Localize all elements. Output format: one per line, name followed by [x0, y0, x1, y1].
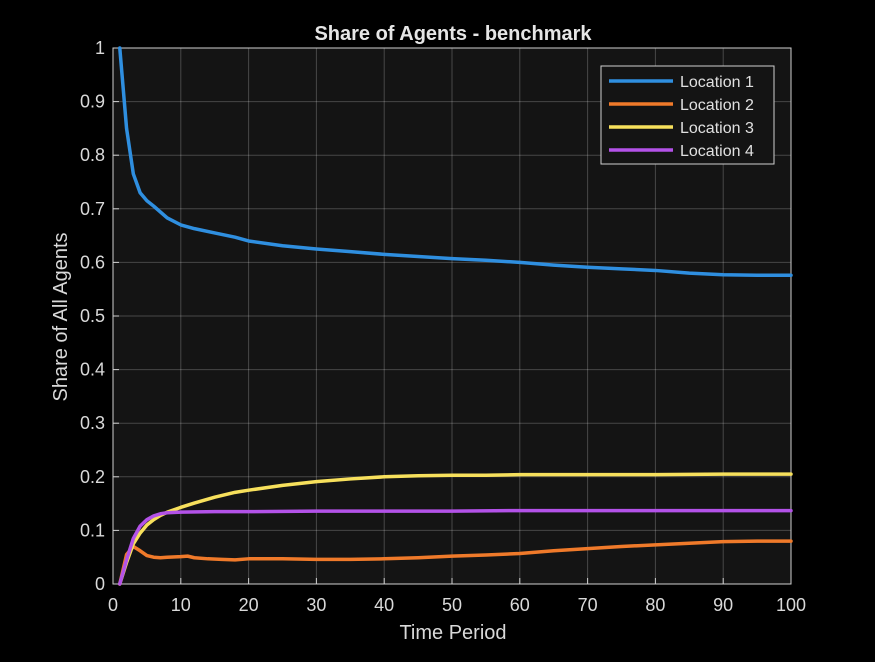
- x-axis-label: Time Period: [399, 622, 506, 644]
- y-tick-label: 0.7: [80, 199, 105, 219]
- y-tick-label: 0.8: [80, 145, 105, 165]
- x-tick-label: 10: [171, 595, 191, 615]
- y-tick-label: 0.3: [80, 413, 105, 433]
- y-tick-label: 1: [95, 38, 105, 58]
- x-tick-label: 30: [306, 595, 326, 615]
- x-tick-label: 60: [510, 595, 530, 615]
- y-axis-label: Share of All Agents: [50, 232, 72, 401]
- x-tick-label: 50: [442, 595, 462, 615]
- y-tick-label: 0.9: [80, 92, 105, 112]
- x-tick-label: 100: [776, 595, 806, 615]
- legend-entry-label: Location 3: [680, 120, 754, 137]
- y-tick-label: 0.5: [80, 306, 105, 326]
- y-tick-label: 0.6: [80, 252, 105, 272]
- y-tick-label: 0.2: [80, 467, 105, 487]
- axes-frame: [112, 47, 792, 585]
- x-tick-label: 40: [374, 595, 394, 615]
- y-tick-label: 0: [95, 574, 105, 594]
- x-tick-label: 0: [108, 595, 118, 615]
- legend: Location 1 Location 2 Location 3 Location 4: [600, 65, 775, 165]
- series-line-location-1: [118, 46, 793, 278]
- series-lines: [118, 46, 793, 586]
- y-tick-label: 0.1: [80, 520, 105, 540]
- series-line-location-3: [118, 472, 793, 586]
- chart-title: Share of Agents - benchmark: [314, 23, 592, 45]
- series-line-location-4: [118, 508, 793, 586]
- legend-entry-label: Location 4: [680, 143, 754, 160]
- series-line-location-2: [118, 539, 793, 586]
- y-tick-label: 0.4: [80, 360, 105, 380]
- x-tick-label: 70: [578, 595, 598, 615]
- legend-entry-label: Location 2: [680, 97, 754, 114]
- x-tick-label: 80: [645, 595, 665, 615]
- axes: 0 10 20 30 40 50 60 70 80 90 100 0 0.1 0.2 0.3 0.4 0.5 0.…: [80, 38, 806, 615]
- x-tick-label: 20: [239, 595, 259, 615]
- legend-entry-label: Location 1: [680, 74, 754, 91]
- x-tick-label: 90: [713, 595, 733, 615]
